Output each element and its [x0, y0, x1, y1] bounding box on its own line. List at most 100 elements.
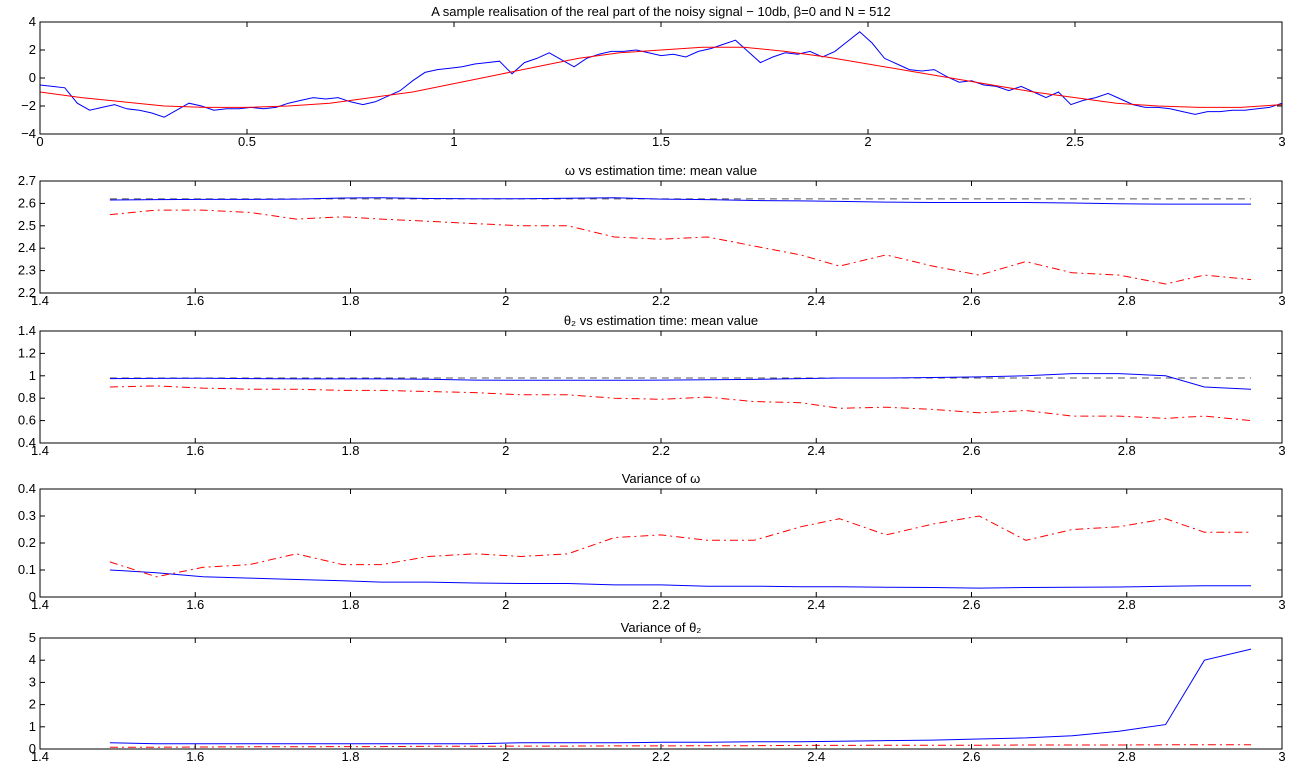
- axes-frame: [39, 637, 1283, 750]
- y-tick-label: 0.2: [18, 535, 36, 550]
- x-tick-label: 2.4: [807, 293, 825, 308]
- x-tick-label: 2.6: [962, 597, 980, 612]
- y-tick-label: 2.2: [18, 285, 36, 300]
- series-group: [40, 31, 1282, 118]
- y-tick-label: 0.6: [18, 413, 36, 428]
- x-tick-label: 2.6: [962, 293, 980, 308]
- y-tick-label: 3: [29, 674, 36, 689]
- series-group: [109, 373, 1252, 422]
- x-tick-label: 2.2: [652, 749, 670, 764]
- x-tick-label: 2.8: [1118, 293, 1136, 308]
- x-tick-label: 2.6: [962, 749, 980, 764]
- x-tick-label: 2.6: [962, 443, 980, 458]
- x-tick-label: 3: [1278, 443, 1285, 458]
- series-line-solid: [109, 648, 1252, 745]
- y-tick-label: 4: [29, 14, 36, 29]
- x-tick-label: 3: [1278, 293, 1285, 308]
- series-line-solid: [109, 197, 1251, 205]
- x-tick-label: 2.4: [807, 443, 825, 458]
- y-tick-label: 2: [29, 697, 36, 712]
- y-tick-label: 4: [29, 652, 36, 667]
- x-tick-label: 1.8: [341, 597, 359, 612]
- axes-frame: [39, 330, 1283, 444]
- x-tick-label: 2: [502, 293, 509, 308]
- x-tick-label: 2.8: [1118, 749, 1136, 764]
- y-tick-label: 0.1: [18, 562, 36, 577]
- axes-frame: [39, 488, 1283, 598]
- series-group: [109, 197, 1252, 285]
- subplot-4: Variance of ω 1.4 1.6 1.8 2 2.2 2.4 2.6 2.8 3 0 0.1…: [18, 471, 1286, 612]
- series-line-solid: [109, 373, 1252, 390]
- y-tick-label: 0.4: [18, 481, 36, 496]
- x-tick-label: 2.8: [1118, 597, 1136, 612]
- y-tick-label: −2: [21, 98, 36, 113]
- series-line-dashdot: [109, 515, 1251, 578]
- axes-frame: [39, 21, 1283, 135]
- x-tick-label: 1.8: [341, 443, 359, 458]
- series-line-solid: [40, 31, 1282, 118]
- x-tick-label: 2.4: [807, 597, 825, 612]
- series-group: [109, 648, 1252, 748]
- y-tick-label: 0: [29, 589, 36, 604]
- subplot-3: θ₂ vs estimation time: mean value 1.4 1.6 1…: [18, 313, 1286, 458]
- x-tick-label: 1.8: [341, 293, 359, 308]
- x-tick-label: 2.8: [1118, 443, 1136, 458]
- x-tick-label: 2: [864, 134, 871, 149]
- y-tick-label: 0.8: [18, 390, 36, 405]
- x-tick-label: 1.6: [186, 443, 204, 458]
- x-tick-label: 2.4: [807, 749, 825, 764]
- subplot-2: ω vs estimation time: mean value 1.4 1.6 1.…: [18, 163, 1286, 308]
- y-tick-label: 0: [29, 741, 36, 756]
- series-line-dashdot: [109, 385, 1252, 422]
- series-line-solid: [109, 569, 1251, 589]
- x-tick-label: 1.4: [31, 443, 49, 458]
- x-tick-label: 1.8: [341, 749, 359, 764]
- subplot-5: Variance of θ₂ 1.4 1.6 1.8 2 2.2 2.4 2.6 2.8 3 0 1 2…: [29, 620, 1286, 764]
- subplot-title: θ₂ vs estimation time: mean value: [564, 313, 758, 328]
- series-line-solid: [40, 46, 1282, 108]
- y-tick-label: 2.5: [18, 218, 36, 233]
- x-tick-label: 2: [502, 749, 509, 764]
- y-tick-label: 1: [29, 368, 36, 383]
- x-tick-label: 2: [502, 443, 509, 458]
- x-tick-label: 1: [450, 134, 457, 149]
- y-tick-label: 0.3: [18, 508, 36, 523]
- y-tick-label: −4: [21, 126, 36, 141]
- x-tick-label: 1.6: [186, 749, 204, 764]
- x-tick-label: 1.6: [186, 293, 204, 308]
- y-tick-label: 2.3: [18, 263, 36, 278]
- y-tick-label: 1.4: [18, 323, 36, 338]
- x-tick-label: 2.5: [1066, 134, 1084, 149]
- x-tick-label: 1.4: [31, 749, 49, 764]
- x-tick-label: 1.4: [31, 293, 49, 308]
- x-tick-label: 2.2: [652, 597, 670, 612]
- y-tick-label: 2.6: [18, 195, 36, 210]
- y-tick-label: 1: [29, 719, 36, 734]
- series-line-dashdot: [109, 209, 1252, 285]
- y-tick-label: 1.2: [18, 345, 36, 360]
- x-tick-label: 2.2: [652, 293, 670, 308]
- x-tick-label: 3: [1278, 597, 1285, 612]
- x-tick-label: 0: [36, 134, 43, 149]
- x-tick-label: 1.5: [652, 134, 670, 149]
- x-tick-label: 1.6: [186, 597, 204, 612]
- x-tick-label: 1.4: [31, 597, 49, 612]
- x-tick-label: 3: [1278, 749, 1285, 764]
- subplot-title: Variance of θ₂: [621, 620, 702, 635]
- x-tick-label: 0.5: [238, 134, 256, 149]
- y-tick-label: 2.4: [18, 240, 36, 255]
- y-tick-label: 0: [29, 70, 36, 85]
- axes-frame: [39, 180, 1283, 294]
- subplot-1: A sample realisation of the real part of…: [21, 4, 1285, 149]
- subplot-title: ω vs estimation time: mean value: [565, 163, 757, 178]
- subplot-title: Variance of ω: [622, 471, 701, 486]
- series-line-dashdot: [109, 744, 1251, 748]
- x-tick-label: 2: [502, 597, 509, 612]
- y-tick-label: 2: [29, 42, 36, 57]
- y-tick-label: 0.4: [18, 435, 36, 450]
- series-group: [109, 515, 1251, 589]
- y-tick-label: 5: [29, 630, 36, 645]
- x-tick-label: 3: [1278, 134, 1285, 149]
- x-tick-label: 2.2: [652, 443, 670, 458]
